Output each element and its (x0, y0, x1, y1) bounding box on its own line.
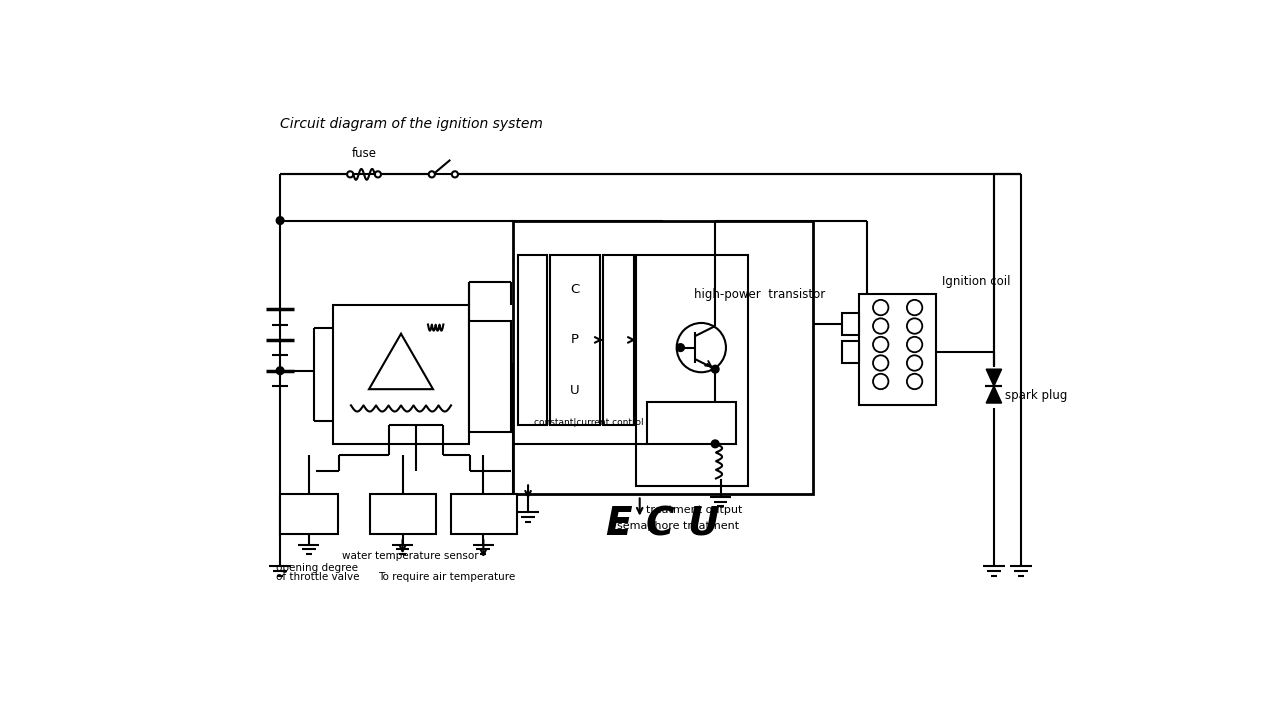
Bar (859, 294, 936, 405)
Polygon shape (987, 369, 1002, 386)
Circle shape (712, 440, 719, 448)
Circle shape (276, 367, 284, 375)
Text: water temperature sensor: water temperature sensor (341, 551, 479, 561)
Circle shape (374, 172, 381, 177)
Circle shape (452, 172, 458, 177)
Bar (451, 494, 517, 534)
Text: P: P (570, 333, 579, 346)
Text: of throttle valve: of throttle valve (276, 573, 360, 583)
Bar (334, 305, 468, 444)
Bar (635, 255, 747, 486)
Bar (550, 255, 600, 425)
Circle shape (712, 365, 719, 373)
Circle shape (276, 217, 284, 225)
Bar (602, 255, 634, 425)
Bar (843, 342, 859, 363)
Bar (648, 402, 736, 444)
Circle shape (348, 172, 354, 177)
Bar (370, 494, 435, 534)
Text: high-power  transistor: high-power transistor (694, 288, 825, 302)
Text: Circuit diagram of the ignition system: Circuit diagram of the ignition system (280, 117, 544, 131)
Bar (280, 494, 337, 534)
Text: Ignition coil: Ignition coil (942, 275, 1011, 287)
Text: E C U: E C U (606, 506, 719, 543)
Polygon shape (987, 386, 1002, 403)
Text: treatment output: treatment output (645, 506, 742, 516)
Text: fuse: fuse (351, 147, 377, 160)
Circle shape (677, 344, 685, 352)
Text: U: U (570, 384, 579, 398)
Bar (513, 220, 813, 494)
Text: C: C (570, 282, 579, 295)
Text: semaphore treatment: semaphore treatment (616, 521, 738, 531)
Text: spark plug: spark plug (1004, 389, 1067, 402)
Bar (843, 313, 859, 335)
Text: To require air temperature: To require air temperature (378, 573, 516, 583)
Circle shape (429, 172, 435, 177)
Bar (518, 255, 547, 425)
Bar (468, 320, 512, 433)
Text: constant|current control: constant|current control (533, 418, 644, 427)
Text: opening degree: opening degree (276, 563, 358, 573)
